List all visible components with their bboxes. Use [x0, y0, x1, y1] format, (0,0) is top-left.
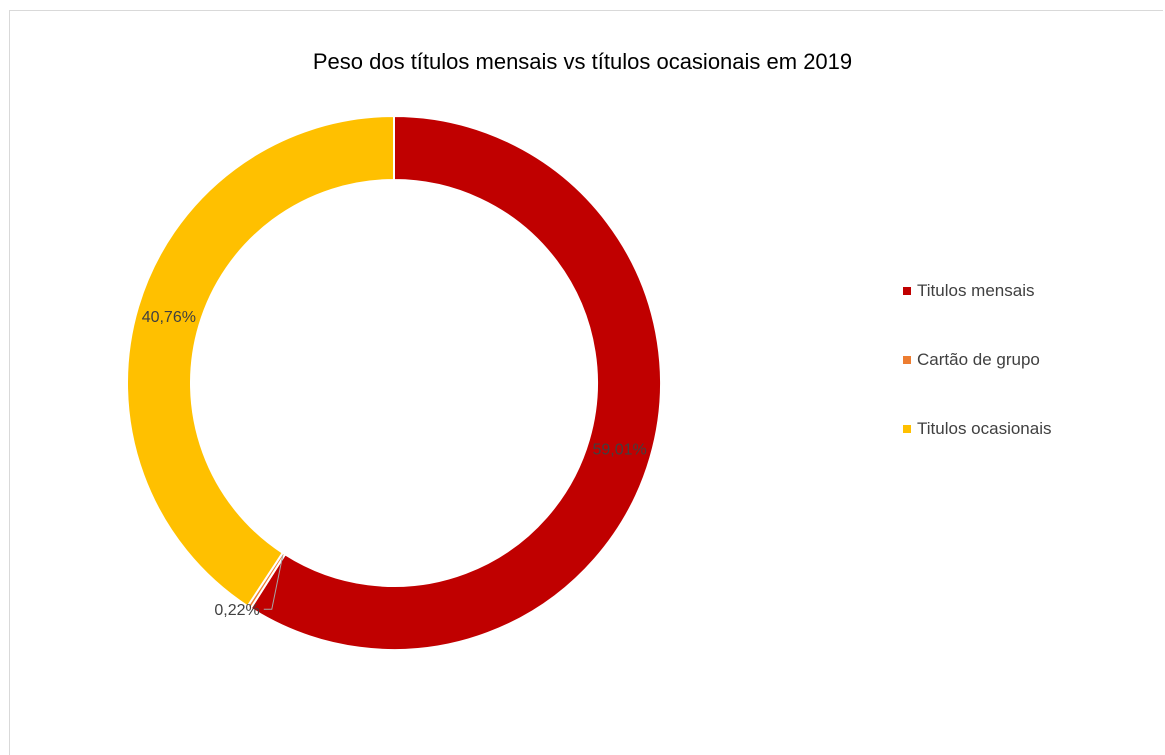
legend-swatch-titulos-mensais [903, 287, 911, 295]
data-label-cartao-de-grupo: 0,22% [214, 602, 259, 619]
legend-swatch-cartao-de-grupo [903, 356, 911, 364]
legend-item-cartao-de-grupo[interactable]: Cartão de grupo [903, 346, 1052, 374]
leader-line-cartao-de-grupo [263, 555, 284, 610]
data-label-titulos-mensais: 59,01% [593, 442, 647, 459]
legend-item-titulos-ocasionais[interactable]: Titulos ocasionais [903, 415, 1052, 443]
legend-swatch-titulos-ocasionais [903, 425, 911, 433]
legend: Titulos mensais Cartão de grupo Titulos … [903, 277, 1052, 484]
slice-titulos-ocasionais[interactable] [126, 114, 395, 608]
legend-label-cartao-de-grupo: Cartão de grupo [917, 350, 1040, 369]
slice-titulos-mensais[interactable] [249, 114, 662, 651]
legend-label-titulos-mensais: Titulos mensais [917, 281, 1035, 300]
legend-label-titulos-ocasionais: Titulos ocasionais [917, 419, 1052, 438]
data-label-titulos-ocasionais: 40,76% [142, 309, 196, 326]
chart-title: Peso dos títulos mensais vs títulos ocas… [312, 49, 853, 74]
legend-item-titulos-mensais[interactable]: Titulos mensais [903, 277, 1052, 305]
chart-frame [9, 10, 1163, 755]
